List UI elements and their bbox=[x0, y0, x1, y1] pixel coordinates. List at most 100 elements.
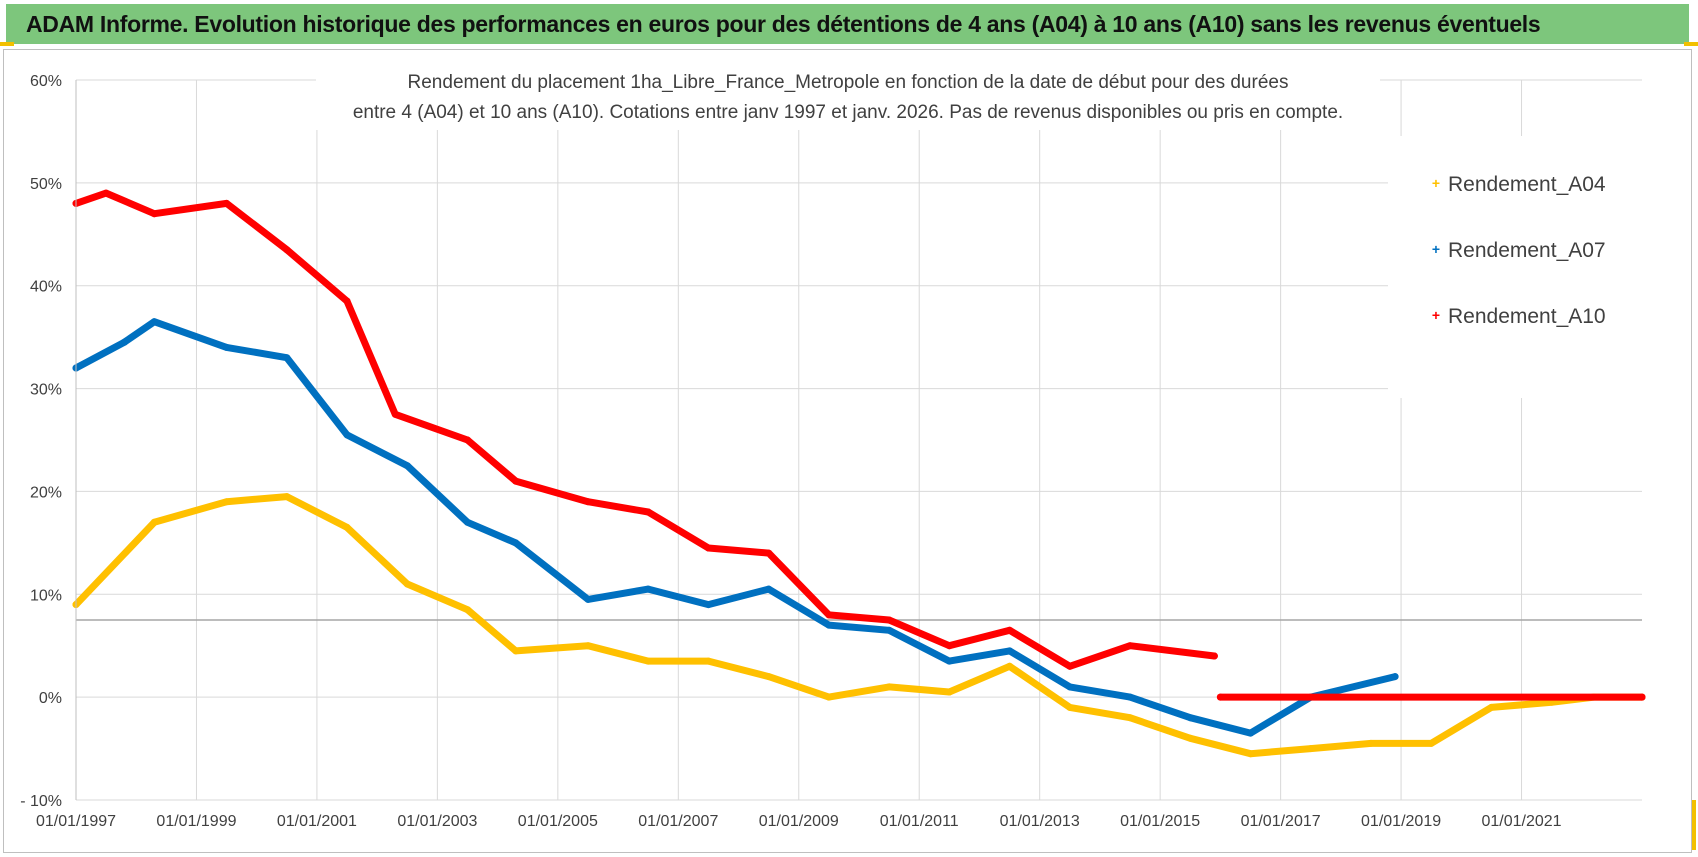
data-point bbox=[1066, 703, 1074, 711]
chart-area: Rendement du placement 1ha_Libre_France_… bbox=[3, 49, 1692, 853]
line-chart: Rendement du placement 1ha_Libre_France_… bbox=[20, 64, 1650, 830]
data-point bbox=[1126, 693, 1134, 701]
x-tick-label: 01/01/2003 bbox=[397, 813, 477, 830]
data-point bbox=[1126, 714, 1134, 722]
legend-marker-icon: + bbox=[1432, 175, 1440, 191]
data-point bbox=[1006, 647, 1014, 655]
data-point bbox=[1126, 642, 1134, 650]
data-point bbox=[644, 508, 652, 516]
data-point bbox=[885, 626, 893, 634]
data-point bbox=[885, 683, 893, 691]
data-point bbox=[1487, 703, 1495, 711]
data-point bbox=[1066, 683, 1074, 691]
corner-marker-top-left bbox=[0, 42, 14, 46]
legend-label: Rendement_A07 bbox=[1448, 239, 1606, 262]
data-point bbox=[945, 657, 953, 665]
data-point bbox=[223, 199, 231, 207]
data-point bbox=[1210, 652, 1218, 660]
data-point bbox=[885, 616, 893, 624]
data-point bbox=[1391, 673, 1399, 681]
series-Rendement_A07 bbox=[72, 318, 1399, 737]
data-point bbox=[1367, 739, 1375, 747]
series-Rendement_A10 bbox=[1216, 693, 1646, 701]
data-point bbox=[464, 606, 471, 614]
data-point bbox=[464, 518, 471, 526]
data-point bbox=[765, 549, 773, 557]
data-point bbox=[584, 498, 592, 506]
data-point bbox=[584, 642, 592, 650]
series-Rendement_A10 bbox=[72, 189, 1218, 670]
chart-title-background bbox=[316, 64, 1380, 130]
data-point bbox=[391, 410, 399, 418]
data-point bbox=[825, 621, 833, 629]
data-point bbox=[1427, 739, 1435, 747]
x-tick-label: 01/01/2009 bbox=[759, 813, 839, 830]
legend: + Rendement_A04 + Rendement_A07 + Rendement_A… bbox=[1388, 136, 1650, 398]
data-point bbox=[704, 544, 712, 552]
data-point bbox=[102, 189, 110, 197]
corner-marker-right bbox=[1692, 800, 1696, 850]
data-point bbox=[343, 297, 351, 305]
data-point bbox=[704, 657, 712, 665]
legend-item: + Rendement_A04 bbox=[1432, 173, 1606, 196]
data-point bbox=[283, 246, 291, 254]
series-lines bbox=[72, 189, 1646, 758]
data-point bbox=[1066, 662, 1074, 670]
data-point bbox=[1216, 693, 1224, 701]
data-point bbox=[825, 611, 833, 619]
x-tick-label: 01/01/2015 bbox=[1120, 813, 1200, 830]
data-point bbox=[1006, 626, 1014, 634]
legend-label: Rendement_A04 bbox=[1448, 173, 1606, 196]
data-point bbox=[1186, 734, 1194, 742]
data-point bbox=[512, 647, 520, 655]
y-tick-label: 50% bbox=[30, 176, 62, 193]
data-point bbox=[343, 523, 351, 531]
data-point bbox=[150, 210, 158, 218]
x-tick-label: 01/01/2005 bbox=[518, 813, 598, 830]
legend-item: + Rendement_A10 bbox=[1432, 305, 1606, 328]
legend-background bbox=[1388, 136, 1650, 398]
data-point bbox=[150, 318, 158, 326]
data-point bbox=[403, 462, 411, 470]
axes: - 10% 0% 10% 20% 30% 40% 50% 60% 01/01/1997 01/01… bbox=[20, 73, 1561, 830]
x-tick-label: 01/01/2011 bbox=[880, 813, 959, 830]
data-point bbox=[1247, 729, 1254, 737]
banner-title: ADAM Informe. Evolution historique des p… bbox=[26, 10, 1541, 37]
x-tick-label: 01/01/2001 bbox=[277, 813, 357, 830]
x-tick-label: 01/01/2007 bbox=[638, 813, 718, 830]
data-point bbox=[644, 657, 652, 665]
chart-title-line1: Rendement du placement 1ha_Libre_France_… bbox=[408, 72, 1289, 93]
series-line bbox=[72, 189, 1218, 670]
legend-item: + Rendement_A07 bbox=[1432, 239, 1606, 262]
data-point bbox=[1247, 750, 1254, 758]
data-point bbox=[644, 585, 652, 593]
y-tick-label: 40% bbox=[30, 279, 62, 296]
data-point bbox=[223, 343, 231, 351]
legend-marker-icon: + bbox=[1432, 241, 1440, 257]
data-point bbox=[945, 642, 953, 650]
data-point bbox=[704, 601, 712, 609]
data-point bbox=[1638, 693, 1646, 701]
x-tick-label: 01/01/1999 bbox=[156, 813, 236, 830]
data-point bbox=[464, 436, 471, 444]
data-point bbox=[120, 338, 128, 346]
chart-title-line2: entre 4 (A04) et 10 ans (A10). Cotations… bbox=[353, 102, 1343, 123]
data-point bbox=[403, 580, 411, 588]
y-tick-label: 60% bbox=[30, 73, 62, 90]
x-tick-label: 01/01/2019 bbox=[1361, 813, 1441, 830]
series-Rendement_A04 bbox=[72, 493, 1646, 758]
y-tick-label: 0% bbox=[39, 690, 62, 707]
data-point bbox=[283, 354, 291, 362]
data-point bbox=[945, 688, 953, 696]
data-point bbox=[1006, 662, 1014, 670]
data-point bbox=[825, 693, 833, 701]
data-point bbox=[584, 595, 592, 603]
y-tick-label: - 10% bbox=[20, 793, 62, 810]
corner-marker-top-right bbox=[1684, 42, 1698, 46]
y-tick-label: 10% bbox=[30, 587, 62, 604]
y-tick-label: 30% bbox=[30, 382, 62, 399]
x-tick-label: 01/01/2017 bbox=[1241, 813, 1321, 830]
x-tick-label: 01/01/2021 bbox=[1481, 813, 1561, 830]
x-tick-label: 01/01/2013 bbox=[1000, 813, 1080, 830]
data-point bbox=[343, 431, 351, 439]
